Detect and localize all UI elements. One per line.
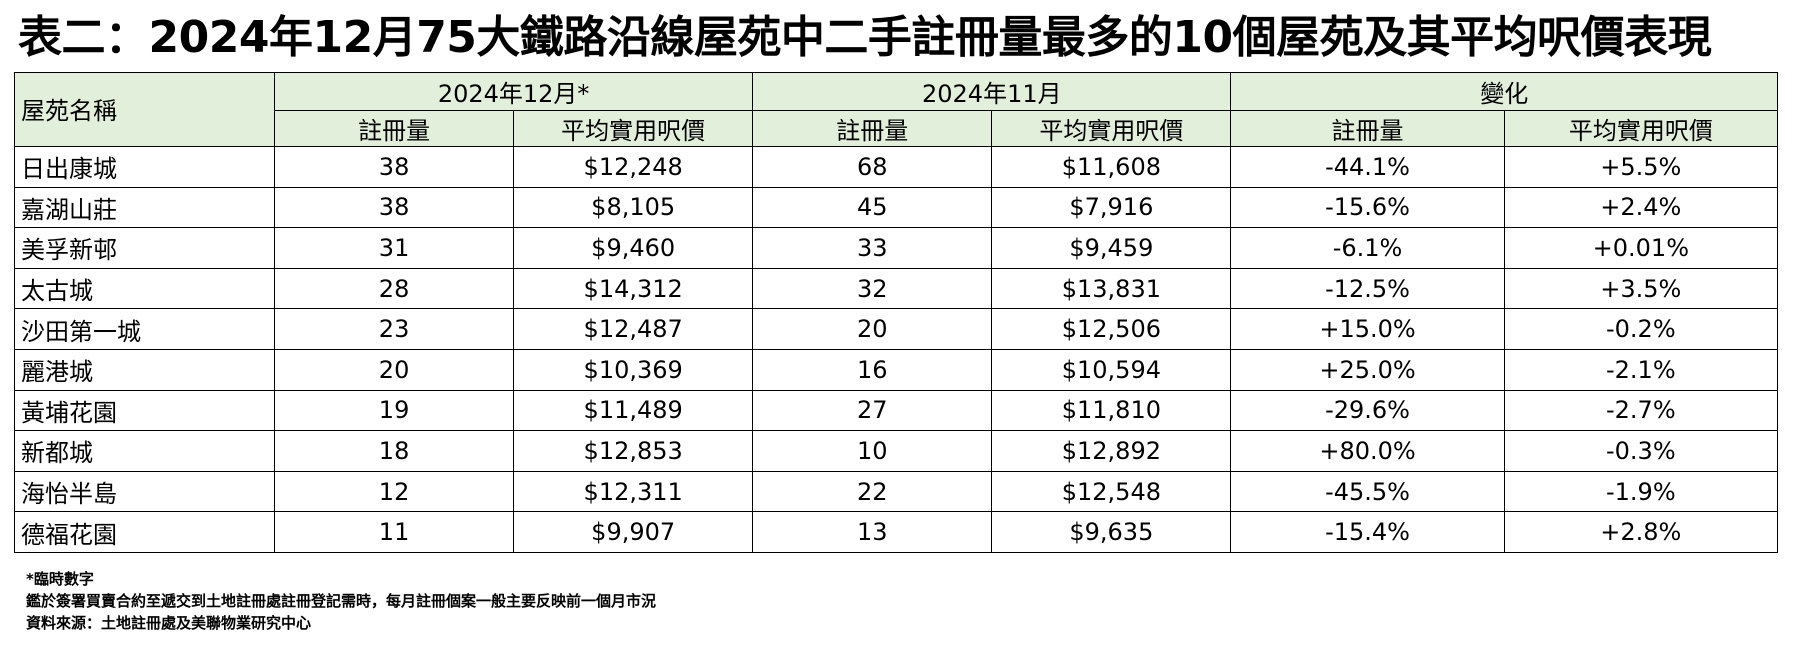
dec-registrations: 18 <box>274 430 515 472</box>
change-registrations: -44.1% <box>1230 146 1505 188</box>
nov-price: $13,831 <box>991 267 1232 310</box>
footnote-methodology: 鑑於簽署買賣合約至遞交到土地註冊處註冊登記需時，每月註冊個案一般主要反映前一個月… <box>26 592 657 610</box>
nov-registrations: 32 <box>752 267 993 310</box>
change-registrations: +15.0% <box>1230 308 1505 350</box>
table-row: 海怡半島 12 $12,311 22 $12,548 -45.5% -1.9% <box>13 470 1779 513</box>
change-price: -0.2% <box>1503 308 1779 350</box>
footnotes: *臨時數字 鑑於簽署買賣合約至遞交到土地註冊處註冊登記需時，每月註冊個案一般主要… <box>26 568 656 634</box>
change-price: -2.7% <box>1503 389 1779 432</box>
nov-price: $12,506 <box>991 308 1232 350</box>
dec-registrations: 38 <box>274 146 515 188</box>
dec-price: $12,311 <box>513 470 754 513</box>
change-price: -2.1% <box>1503 348 1779 391</box>
header-group-change: 變化 <box>1230 72 1778 111</box>
nov-registrations: 68 <box>752 146 993 188</box>
subheader-nov-registrations: 註冊量 <box>752 110 993 147</box>
nov-registrations: 33 <box>752 227 993 269</box>
dec-price: $11,489 <box>513 389 754 432</box>
change-registrations: -29.6% <box>1230 389 1505 432</box>
nov-price: $12,548 <box>991 470 1232 513</box>
dec-price: $8,105 <box>513 186 754 229</box>
table-row: 太古城 28 $14,312 32 $13,831 -12.5% +3.5% <box>13 267 1779 310</box>
estate-name: 太古城 <box>13 267 276 310</box>
dec-registrations: 19 <box>274 389 515 432</box>
estate-name: 新都城 <box>13 430 276 472</box>
table-row: 新都城 18 $12,853 10 $12,892 +80.0% -0.3% <box>13 430 1779 472</box>
change-registrations: +25.0% <box>1230 348 1505 391</box>
dec-registrations: 20 <box>274 348 515 391</box>
nov-registrations: 45 <box>752 186 993 229</box>
change-price: +0.01% <box>1503 227 1779 269</box>
table-row: 沙田第一城 23 $12,487 20 $12,506 +15.0% -0.2% <box>13 308 1779 350</box>
table-row: 嘉湖山莊 38 $8,105 45 $7,916 -15.6% +2.4% <box>13 186 1779 229</box>
estate-name: 黃埔花園 <box>13 389 276 432</box>
dec-registrations: 31 <box>274 227 515 269</box>
estate-name: 麗港城 <box>13 348 276 391</box>
change-price: +2.8% <box>1503 511 1779 553</box>
nov-price: $7,916 <box>991 186 1232 229</box>
nov-price: $10,594 <box>991 348 1232 391</box>
change-registrations: +80.0% <box>1230 430 1505 472</box>
table-row: 黃埔花園 19 $11,489 27 $11,810 -29.6% -2.7% <box>13 389 1779 432</box>
table-row: 德福花園 11 $9,907 13 $9,635 -15.4% +2.8% <box>13 511 1779 553</box>
dec-registrations: 28 <box>274 267 515 310</box>
table-row: 美孚新邨 31 $9,460 33 $9,459 -6.1% +0.01% <box>13 227 1779 269</box>
change-registrations: -15.4% <box>1230 511 1505 553</box>
estate-name: 日出康城 <box>13 146 276 188</box>
table-row: 麗港城 20 $10,369 16 $10,594 +25.0% -2.1% <box>13 348 1779 391</box>
subheader-dec-registrations: 註冊量 <box>274 110 515 147</box>
change-price: -0.3% <box>1503 430 1779 472</box>
dec-price: $10,369 <box>513 348 754 391</box>
page-title: 表二：2024年12月75大鐵路沿線屋苑中二手註冊量最多的10個屋苑及其平均呎價… <box>18 12 1712 63</box>
nov-price: $11,608 <box>991 146 1232 188</box>
table-row: 日出康城 38 $12,248 68 $11,608 -44.1% +5.5% <box>13 146 1779 188</box>
dec-price: $12,487 <box>513 308 754 350</box>
nov-registrations: 10 <box>752 430 993 472</box>
dec-registrations: 12 <box>274 470 515 513</box>
dec-price: $9,460 <box>513 227 754 269</box>
nov-registrations: 20 <box>752 308 993 350</box>
estate-name: 嘉湖山莊 <box>13 186 276 229</box>
nov-price: $9,635 <box>991 511 1232 553</box>
dec-registrations: 11 <box>274 511 515 553</box>
footnote-source: 資料來源：土地註冊處及美聯物業研究中心 <box>26 614 312 632</box>
change-registrations: -6.1% <box>1230 227 1505 269</box>
footnote-provisional: *臨時數字 <box>26 570 94 588</box>
header-estate-name: 屋苑名稱 <box>13 72 276 147</box>
subheader-nov-price: 平均實用呎價 <box>991 110 1232 147</box>
data-table: 屋苑名稱 2024年12月* 2024年11月 變化 註冊量 平均實用呎價 註冊… <box>13 72 1779 553</box>
dec-price: $12,853 <box>513 430 754 472</box>
change-price: +5.5% <box>1503 146 1779 188</box>
header-group-dec-2024: 2024年12月* <box>274 72 754 111</box>
change-price: +3.5% <box>1503 267 1779 310</box>
subheader-dec-price: 平均實用呎價 <box>513 110 754 147</box>
estate-name: 德福花園 <box>13 511 276 553</box>
dec-price: $14,312 <box>513 267 754 310</box>
header-group-nov-2024: 2024年11月 <box>752 72 1232 111</box>
change-registrations: -45.5% <box>1230 470 1505 513</box>
estate-name: 美孚新邨 <box>13 227 276 269</box>
dec-registrations: 38 <box>274 186 515 229</box>
estate-name: 海怡半島 <box>13 470 276 513</box>
nov-registrations: 16 <box>752 348 993 391</box>
nov-price: $12,892 <box>991 430 1232 472</box>
estate-name: 沙田第一城 <box>13 308 276 350</box>
dec-registrations: 23 <box>274 308 515 350</box>
nov-registrations: 27 <box>752 389 993 432</box>
change-registrations: -12.5% <box>1230 267 1505 310</box>
subheader-change-price: 平均實用呎價 <box>1503 110 1779 147</box>
change-price: +2.4% <box>1503 186 1779 229</box>
subheader-change-registrations: 註冊量 <box>1230 110 1505 147</box>
change-registrations: -15.6% <box>1230 186 1505 229</box>
dec-price: $9,907 <box>513 511 754 553</box>
change-price: -1.9% <box>1503 470 1779 513</box>
nov-registrations: 13 <box>752 511 993 553</box>
nov-price: $11,810 <box>991 389 1232 432</box>
dec-price: $12,248 <box>513 146 754 188</box>
nov-price: $9,459 <box>991 227 1232 269</box>
nov-registrations: 22 <box>752 470 993 513</box>
